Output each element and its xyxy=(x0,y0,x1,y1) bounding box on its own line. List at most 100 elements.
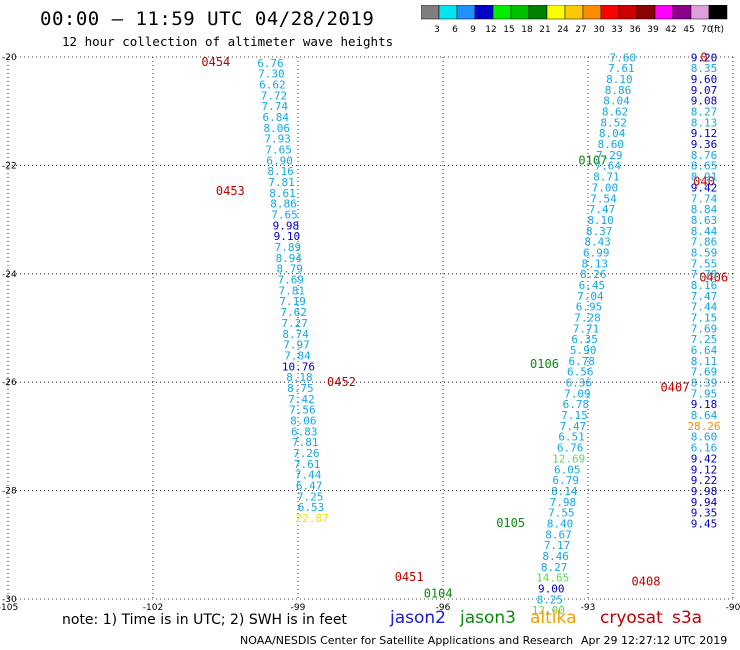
wave-height-label: 8.74 xyxy=(282,328,309,341)
wave-height-label: 6.95 xyxy=(576,301,603,314)
wave-height-label: 7.04 xyxy=(577,290,604,303)
wave-height-label: 7.54 xyxy=(590,192,617,205)
wave-height-label: 8.11 xyxy=(691,355,718,368)
wave-height-label: 7.47 xyxy=(589,203,616,216)
wave-height-label: 7.29 xyxy=(596,149,623,162)
pass-label: 0105 xyxy=(496,516,525,530)
legend-jason3: jason3 xyxy=(460,608,516,628)
wave-height-label: 7.64 xyxy=(595,160,622,173)
wave-height-label: 8.27 xyxy=(541,561,568,574)
wave-height-label: 8.63 xyxy=(691,214,718,227)
wave-height-label: 6.45 xyxy=(579,279,606,292)
y-tick-label: -22 xyxy=(2,161,17,171)
wave-height-label: 8.94 xyxy=(276,252,303,265)
wave-height-label: 7.97 xyxy=(283,339,310,352)
y-tick-label: -30 xyxy=(2,595,17,605)
wave-height-label: 7.81 xyxy=(268,176,295,189)
wave-height-label: 7.95 xyxy=(691,387,718,400)
wave-height-label: 7.61 xyxy=(608,62,635,75)
wave-height-label: 8.91 xyxy=(691,171,718,184)
wave-height-label: 8.35 xyxy=(691,62,718,75)
wave-height-label: 7.25 xyxy=(297,490,324,503)
wave-height-label: 7.69 xyxy=(691,366,718,379)
wave-height-label: 8.71 xyxy=(593,171,620,184)
wave-height-label: 7.74 xyxy=(262,100,289,113)
wave-height-label: 7.25 xyxy=(691,333,718,346)
scale-tick-label: 12 xyxy=(485,25,496,35)
x-tick-label: -102 xyxy=(143,603,163,613)
wave-height-label: 6.84 xyxy=(263,111,290,124)
wave-height-label: 7.61 xyxy=(294,458,321,471)
wave-height-label: 8.27 xyxy=(691,106,718,119)
pass-label: 040 xyxy=(693,174,715,188)
wave-height-label: 6.99 xyxy=(583,246,610,259)
wave-height-label: 8.52 xyxy=(600,116,627,129)
wave-height-label: 8.84 xyxy=(691,203,718,216)
wave-height-label: 6.62 xyxy=(259,78,286,91)
wave-height-label: 8.59 xyxy=(691,246,718,259)
wave-height-label: 8.25 xyxy=(537,593,564,606)
scale-tick-label: 21 xyxy=(539,25,550,35)
wave-height-label: 6.78 xyxy=(563,398,590,411)
wave-height-label: 9.18 xyxy=(691,398,718,411)
legend-jason2: jason2 xyxy=(390,608,446,628)
wave-height-label: 8.39 xyxy=(691,377,718,390)
chart-subtitle: 12 hour collection of altimeter wave hei… xyxy=(62,34,394,49)
wave-height-label: 8.10 xyxy=(606,73,633,86)
wave-height-label: 8.04 xyxy=(603,95,630,108)
wave-height-label: 7.69 xyxy=(278,274,305,287)
wave-height-label: 7.55 xyxy=(691,257,718,270)
wave-height-label: 7.60 xyxy=(610,51,637,64)
wave-height-label: 8.16 xyxy=(691,279,718,292)
pass-label: 0408 xyxy=(632,574,661,588)
pass-label: 0454 xyxy=(201,55,230,69)
wave-height-label: 9.98 xyxy=(691,485,718,498)
wave-height-label: 6.79 xyxy=(553,474,580,487)
x-tick-label: -93 xyxy=(581,603,596,613)
pass-label: 0452 xyxy=(327,375,356,389)
pass-label: 0453 xyxy=(216,184,245,198)
wave-height-label: 6.78 xyxy=(568,355,595,368)
legend-altika: altika xyxy=(530,608,577,628)
wave-height-label: 7.56 xyxy=(289,404,316,417)
pass-label: 0406 xyxy=(699,270,728,284)
wave-height-label: 6.56 xyxy=(567,366,594,379)
wave-height-label: 8.43 xyxy=(584,236,611,249)
wave-height-label: 8.46 xyxy=(542,550,569,563)
wave-height-label: 9.12 xyxy=(691,127,718,140)
wave-height-label: 8.14 xyxy=(551,485,578,498)
pass-label: 0407 xyxy=(661,380,690,394)
scale-unit-label: (ft) xyxy=(710,25,724,35)
wave-height-label: 7.47 xyxy=(691,290,718,303)
wave-height-label: 8.65 xyxy=(691,160,718,173)
wave-height-label: 6.05 xyxy=(554,463,581,476)
wave-height-label: 9.94 xyxy=(691,496,718,509)
wave-height-label: 7.81 xyxy=(292,436,319,449)
pass-label: 0107 xyxy=(578,153,607,167)
wave-height-label: 6.35 xyxy=(571,333,598,346)
wave-height-label: 7.44 xyxy=(691,301,718,314)
legend-cryosat: cryosat xyxy=(600,608,663,628)
wave-height-label: 10.76 xyxy=(282,360,315,373)
wave-height-label: 5.90 xyxy=(570,344,597,357)
pass-label: 0 xyxy=(700,50,707,64)
scale-tick-label: 24 xyxy=(557,25,569,35)
pass-label: 0451 xyxy=(395,570,424,584)
wave-height-label: 12.00 xyxy=(532,604,565,617)
wave-height-label: 8.13 xyxy=(691,116,718,129)
wave-height-label: 8.79 xyxy=(277,263,304,276)
wave-height-label: 7.70 xyxy=(691,268,718,281)
wave-height-label: 7.26 xyxy=(293,447,320,460)
y-tick-label: -24 xyxy=(2,270,17,280)
wave-height-label: 8.16 xyxy=(267,165,294,178)
wave-height-label: 9.08 xyxy=(691,95,718,108)
wave-height-label: 9.12 xyxy=(691,463,718,476)
wave-height-label: 6.36 xyxy=(566,377,593,390)
wave-height-label: 8.26 xyxy=(580,268,607,281)
wave-height-label: 9.20 xyxy=(691,51,718,64)
scale-tick-label: 27 xyxy=(575,25,586,35)
wave-height-label: 8.76 xyxy=(691,149,718,162)
x-tick-label: -99 xyxy=(291,603,306,613)
wave-height-label: 9.07 xyxy=(691,84,718,97)
